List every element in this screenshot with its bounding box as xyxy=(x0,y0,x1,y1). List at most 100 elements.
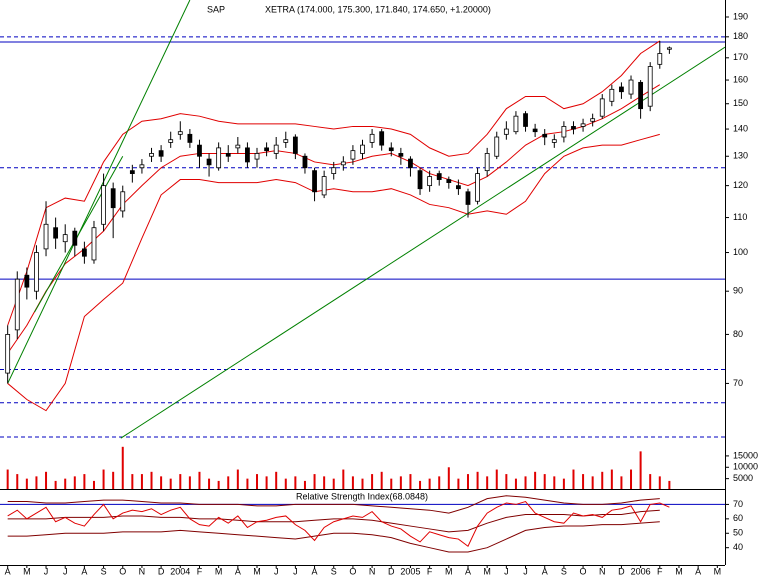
candle-body xyxy=(571,126,576,130)
volume-bar xyxy=(351,476,354,490)
x-tick-label: 2004 xyxy=(170,566,190,576)
x-tick-label: J xyxy=(523,566,528,576)
volume-bar xyxy=(169,478,172,490)
volume-bar xyxy=(188,476,191,490)
volume-bar xyxy=(54,480,57,490)
x-tick-label: S xyxy=(101,566,107,576)
volume-bar xyxy=(447,467,450,490)
volume-bar xyxy=(514,478,517,490)
x-tick-label: N xyxy=(139,566,146,576)
candle-body xyxy=(619,86,624,93)
volume-bar xyxy=(217,480,220,490)
x-tick-label: M xyxy=(215,566,223,576)
candle-body xyxy=(43,223,49,250)
x-tick-label: A xyxy=(5,566,11,576)
volume-bar xyxy=(16,474,19,490)
volume-bar xyxy=(495,469,498,490)
candle-body xyxy=(72,230,78,246)
volume-bar xyxy=(35,476,38,490)
volume-bar xyxy=(361,478,364,490)
volume-bar xyxy=(601,471,604,490)
x-tick-label: J xyxy=(293,566,298,576)
volume-bar xyxy=(73,476,76,490)
candle-body xyxy=(350,150,356,160)
candle-body xyxy=(417,170,423,190)
volume-bar xyxy=(476,471,479,490)
volume-bar xyxy=(342,469,345,490)
candle-body xyxy=(302,155,308,169)
volume-bar xyxy=(457,478,460,490)
y-tick-label: 130 xyxy=(733,151,748,161)
volume-bar xyxy=(572,469,575,490)
x-tick-label: J xyxy=(504,566,509,576)
volume-bar xyxy=(553,476,556,490)
candle-body xyxy=(197,144,202,157)
volume-bar xyxy=(160,476,163,490)
panel xyxy=(6,446,671,490)
x-tick-label: O xyxy=(119,566,126,576)
y-tick-label: 70 xyxy=(733,378,743,388)
candle-body xyxy=(120,191,126,212)
volume-bar xyxy=(371,474,374,490)
candle-body xyxy=(408,158,413,169)
x-tick-label: O xyxy=(349,566,356,576)
volume-bar xyxy=(150,471,153,490)
volume-bar xyxy=(380,471,383,490)
volume-bar xyxy=(524,476,527,490)
candle-body xyxy=(34,252,39,292)
volume-bar xyxy=(466,474,469,490)
volume-bar xyxy=(83,474,86,490)
y-tick-label: 100 xyxy=(733,247,748,257)
candle-body xyxy=(503,128,509,135)
candle-body xyxy=(379,131,385,146)
volume-bar xyxy=(639,451,642,490)
candle-body xyxy=(149,153,154,157)
candle-body xyxy=(561,126,567,138)
x-tick-label: D xyxy=(618,566,625,576)
candle-body xyxy=(101,185,106,225)
y-tick-label: 90 xyxy=(733,286,743,296)
x-tick-label: A xyxy=(465,566,471,576)
volume-bar xyxy=(582,474,585,490)
x-tick-label: M xyxy=(483,566,491,576)
candle-body xyxy=(292,136,298,154)
candle-body xyxy=(254,153,260,160)
candle-body xyxy=(657,53,663,65)
candle-body xyxy=(24,274,30,288)
x-tick-label: M xyxy=(445,566,453,576)
volume-bar xyxy=(208,478,211,490)
candle-body xyxy=(340,161,346,166)
chart-subtitle: XETRA (174.000, 175.300, 171.840, 174.65… xyxy=(265,4,491,14)
x-tick-label: 2005 xyxy=(400,566,420,576)
candle-body xyxy=(283,139,289,143)
candle-body xyxy=(81,248,87,257)
y-tick-label: 60 xyxy=(733,513,743,523)
band-line xyxy=(7,521,660,553)
x-tick-label: S xyxy=(331,566,337,576)
rsi-title: Relative Strength Index(68.0848) xyxy=(296,491,428,501)
x-tick-label: F xyxy=(427,566,433,576)
volume-bar xyxy=(92,480,95,490)
candle-body xyxy=(580,123,586,127)
candle-body xyxy=(53,227,59,239)
candle-body xyxy=(590,118,596,122)
volume-bar xyxy=(265,476,268,490)
panel xyxy=(0,0,725,439)
trend-line xyxy=(120,46,725,439)
x-tick-label: J xyxy=(63,566,68,576)
x-tick-label: N xyxy=(599,566,606,576)
y-tick-label: 110 xyxy=(733,212,747,222)
panel xyxy=(0,495,725,553)
volume-bar xyxy=(102,469,105,490)
x-tick-label: D xyxy=(388,566,395,576)
volume-bar xyxy=(630,469,633,490)
volume-bar xyxy=(534,471,537,490)
candle-body xyxy=(264,147,270,152)
volume-bar xyxy=(591,476,594,490)
volume-bar xyxy=(284,478,287,490)
x-tick-label: M xyxy=(23,566,31,576)
y-tick-label: 170 xyxy=(733,52,748,62)
y-tick-label: 80 xyxy=(733,329,743,339)
candle-body xyxy=(321,176,327,196)
trend-line xyxy=(7,0,191,384)
